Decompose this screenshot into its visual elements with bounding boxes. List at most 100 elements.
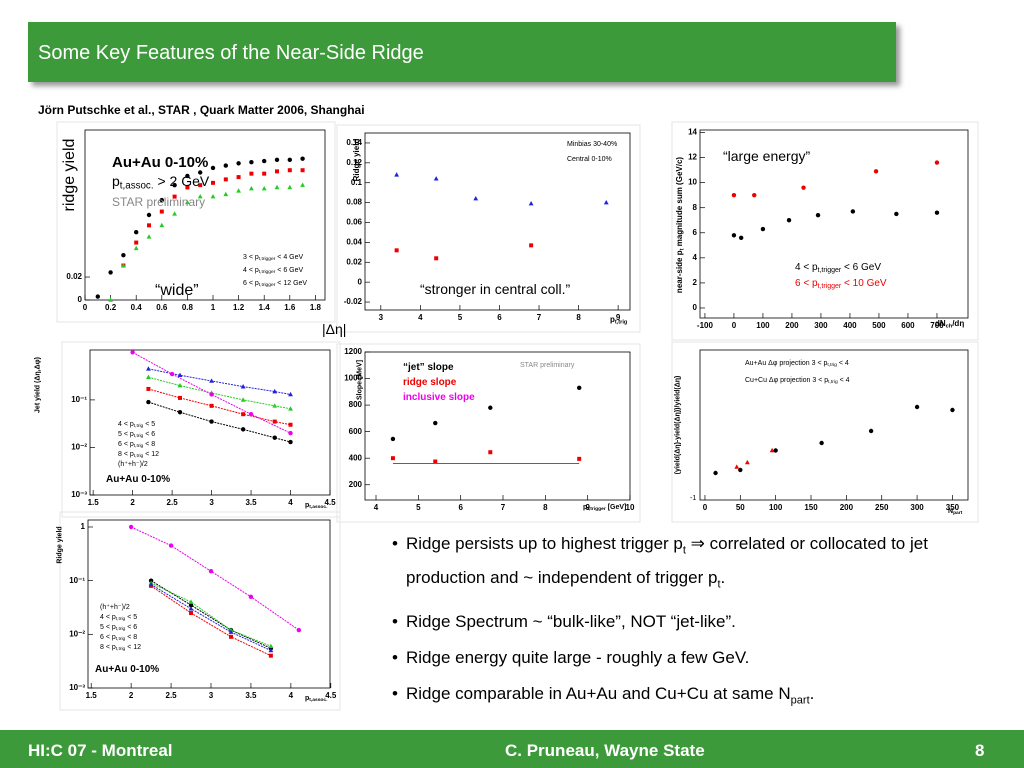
marker [248, 412, 254, 417]
marker [488, 450, 493, 455]
plot-frame [699, 349, 969, 501]
text-part: Au+Au 0-10% [95, 664, 160, 675]
subscript: part [953, 511, 963, 517]
marker [873, 169, 879, 174]
y-axis-label: Ridge yield [57, 526, 64, 563]
text-part: Ridge yield [56, 526, 64, 564]
y-tick-label: 10⁻¹ [71, 395, 87, 404]
text-part: |Δη| [322, 321, 347, 337]
marker [868, 428, 874, 434]
subscript: t,trig [115, 637, 126, 643]
x-tick-label: 300 [814, 321, 828, 330]
text-part: Minbias 30-40% [567, 141, 618, 148]
y-tick-label: 0.02 [346, 257, 362, 266]
marker [272, 435, 277, 440]
y-tick-label: 0.02 [66, 272, 82, 281]
x-tick-label: 350 [946, 503, 960, 512]
subscript: t,trig [614, 319, 628, 326]
text-part: 6 < p [118, 441, 134, 448]
annotation: Central 0-10% [567, 156, 612, 163]
marker [228, 629, 234, 634]
marker [934, 160, 940, 165]
text-part: ridge slope [403, 377, 457, 388]
text-part: < 4 [836, 360, 849, 367]
y-tick-label: 10⁻³ [71, 490, 87, 499]
text-part: < 5 [143, 421, 156, 428]
marker [228, 634, 233, 639]
plot-frame [87, 519, 331, 689]
marker [760, 226, 766, 232]
series-line [148, 388, 291, 426]
marker [146, 212, 152, 218]
marker [185, 173, 190, 179]
marker [950, 407, 955, 413]
marker [734, 464, 740, 469]
subscript: t,trigger [258, 283, 276, 289]
marker [731, 192, 737, 198]
plot-frame [364, 132, 631, 311]
panel-border [59, 511, 341, 711]
text-part: Central 0-10% [567, 156, 612, 163]
reference: Jörn Putschke et al., STAR , Quark Matte… [38, 103, 365, 117]
marker [390, 456, 395, 461]
marker [236, 175, 241, 180]
footer-left: HI:C 07 - Montreal [28, 741, 173, 760]
text-part: < 6 [125, 624, 138, 631]
text-part: Ridge yield [352, 138, 361, 182]
annotation: 6 < pt,trigger < 12 GeV [243, 280, 307, 289]
subscript: t,trig [133, 434, 144, 440]
marker [185, 185, 190, 190]
x-tick-label: 1.6 [284, 303, 296, 312]
marker [209, 392, 214, 397]
text-part: near-side p [675, 250, 685, 294]
marker [473, 196, 479, 201]
x-axis-label: |Δη| [322, 322, 346, 336]
y-tick-label: 0 [693, 303, 698, 312]
subscript: t,trigger [587, 507, 606, 513]
text-part: STAR preliminary [112, 195, 206, 209]
y-tick-label: 0.06 [346, 218, 362, 227]
marker [934, 210, 940, 215]
marker [288, 391, 293, 397]
series-line [150, 580, 272, 649]
marker [169, 371, 175, 377]
x-tick-label: 5 [416, 503, 421, 512]
series-line [150, 585, 272, 657]
x-tick-label: 3 [209, 691, 214, 700]
y-tick-label: 4 [693, 253, 698, 262]
annotation: 4 < pt,trigger < 6 GeV [243, 267, 303, 276]
text-part: magnitude sum (GeV/c) [675, 156, 685, 249]
y-axis-label: near-side pt magnitude sum (GeV/c) [675, 156, 686, 294]
x-tick-label: 9 [616, 313, 621, 322]
x-tick-label: 400 [843, 321, 857, 330]
text-part: N [948, 508, 954, 515]
marker [223, 177, 228, 182]
x-tick-label: 250 [875, 503, 889, 512]
y-axis-label: Slope [MeV] [357, 360, 364, 400]
panel-border [61, 341, 341, 518]
text-part: < 4 [837, 377, 850, 384]
bullet: Ridge comparable in Au+Au and Cu+Cu at s… [392, 680, 992, 714]
y-tick-label: 10⁻¹ [69, 576, 85, 585]
marker [268, 643, 274, 649]
panel-border [56, 121, 336, 323]
annotation: “jet” slope [403, 363, 454, 373]
text-part: Cu+Cu Δφ projection 3 < p [745, 377, 829, 384]
text-part: p [583, 504, 588, 511]
x-tick-label: 3 [379, 313, 384, 322]
x-tick-label: 0.4 [131, 303, 143, 312]
y-tick-label: 6 [693, 228, 698, 237]
text-part: Au+Au 0-10% [106, 474, 171, 485]
subscript: t,trigger [817, 266, 842, 274]
marker [121, 262, 126, 268]
text-part: 6 < p [243, 280, 259, 287]
plots: 0 0.2 0.4 0.6 0.8 1 1.2 1.4 1.6 1.800.023 4 5 6 7 8 9-0… [56, 121, 979, 711]
marker [236, 161, 241, 166]
marker [786, 218, 792, 223]
annotation: Cu+Cu Δφ projection 3 < pt,trig < 4 [745, 377, 850, 386]
y-tick-label: 800 [349, 400, 363, 409]
x-tick-label: 5 [458, 313, 463, 322]
marker [275, 169, 279, 174]
text-part: . [809, 683, 815, 703]
marker [261, 185, 267, 191]
